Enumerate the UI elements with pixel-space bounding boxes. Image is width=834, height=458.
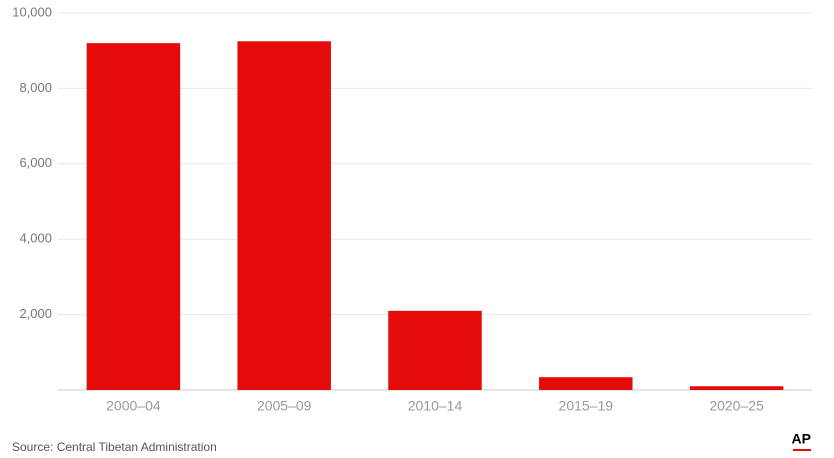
x-tick-label: 2005–09	[257, 398, 312, 414]
y-tick-label: 4,000	[19, 231, 52, 246]
y-tick-label: 6,000	[19, 155, 52, 170]
x-tick-label: 2020–25	[709, 398, 764, 414]
logo-underline	[793, 449, 811, 451]
bar	[237, 41, 331, 391]
logo: AP	[792, 431, 811, 447]
y-tick-label: 2,000	[19, 306, 52, 321]
x-tick-label: 2000–04	[106, 398, 161, 414]
x-tick-label: 2010–14	[408, 398, 463, 414]
y-tick-label: 8,000	[19, 80, 52, 95]
x-tick-label: 2015–19	[559, 398, 614, 414]
bar	[539, 377, 633, 390]
bar	[86, 43, 181, 390]
bar	[689, 386, 784, 390]
y-tick-label: 10,000	[12, 4, 52, 19]
bar	[388, 310, 482, 390]
source-note: Source: Central Tibetan Administration	[12, 440, 217, 454]
